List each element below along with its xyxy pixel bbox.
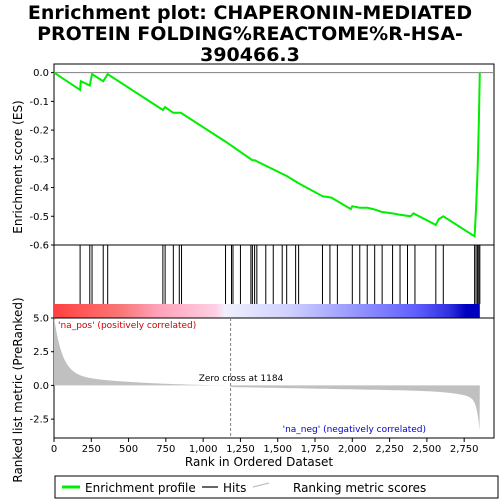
hits-panel bbox=[53, 244, 495, 319]
chart-title-line-2: PROTEIN FOLDING%REACTOME%R-HSA- bbox=[37, 23, 463, 45]
x-tick-label: 2,250 bbox=[375, 444, 404, 455]
x-tick-label: 250 bbox=[82, 444, 101, 455]
x-tick-label: 2,750 bbox=[450, 444, 479, 455]
legend-swatch-metric bbox=[252, 482, 270, 488]
legend-box bbox=[54, 475, 499, 499]
metric-y-axis-label: Ranked list metric (PreRanked) bbox=[11, 297, 25, 482]
x-tick-label: 750 bbox=[156, 444, 175, 455]
x-tick-label: 1,000 bbox=[189, 444, 218, 455]
es-y-axis-label: Enrichment score (ES) bbox=[11, 100, 25, 233]
es-y-tick-label: -0.2 bbox=[29, 126, 49, 137]
zero-cross-annotation: Zero cross at 1184 bbox=[199, 374, 284, 384]
legend-label-metric: Ranking metric scores bbox=[293, 481, 426, 495]
es-y-tick-label: -0.6 bbox=[29, 241, 49, 252]
metric-panel-frame bbox=[53, 317, 495, 439]
x-tick-label: 2,000 bbox=[338, 444, 367, 455]
legend-label-hits: Hits bbox=[223, 481, 246, 495]
x-axis: 0 250 500 750 1,000 1,250 1,500 1,750 2,000 2,250… bbox=[51, 438, 479, 455]
metric-y-tick-label: -2.5 bbox=[29, 415, 49, 426]
es-y-tick-label: 0.0 bbox=[33, 68, 49, 79]
enrichment-profile-line bbox=[53, 71, 481, 239]
legend: Enrichment profile Hits Ranking metric s… bbox=[54, 475, 499, 499]
es-panel: 0.0 -0.1 -0.2 -0.3 -0.4 -0.5 -0.6 bbox=[29, 63, 495, 252]
es-y-tick-label: -0.5 bbox=[29, 212, 49, 223]
es-y-tick-label: -0.4 bbox=[29, 183, 49, 194]
metric-panel: 5.0 2.5 0.0 -2.5 bbox=[29, 314, 495, 439]
metric-y-tick-label: 2.5 bbox=[33, 347, 49, 358]
es-y-tick-label: -0.3 bbox=[29, 154, 49, 165]
x-tick-label: 500 bbox=[119, 444, 138, 455]
x-tick-label: 1,500 bbox=[263, 444, 292, 455]
metric-y-tick-label: 0.0 bbox=[33, 381, 49, 392]
x-tick-label: 1,250 bbox=[226, 444, 255, 455]
x-tick-label: 1,750 bbox=[301, 444, 330, 455]
es-y-tick-label: -0.1 bbox=[29, 97, 49, 108]
rank-color-bar bbox=[54, 304, 480, 318]
chart-title-line-1: Enrichment plot: CHAPERONIN-MEDIATED bbox=[28, 2, 472, 24]
legend-label-enrichment: Enrichment profile bbox=[85, 481, 196, 495]
metric-y-tick-label: 5.0 bbox=[33, 314, 49, 325]
na-neg-annotation: 'na_neg' (negatively correlated) bbox=[283, 425, 426, 435]
chart-title-line-3: 390466.3 bbox=[200, 44, 300, 66]
na-pos-annotation: 'na_pos' (positively correlated) bbox=[58, 321, 196, 331]
x-tick-label: 0 bbox=[51, 444, 57, 455]
x-axis-label: Rank in Ordered Dataset bbox=[185, 455, 333, 469]
es-panel-frame bbox=[53, 63, 495, 246]
x-tick-label: 2,500 bbox=[413, 444, 442, 455]
